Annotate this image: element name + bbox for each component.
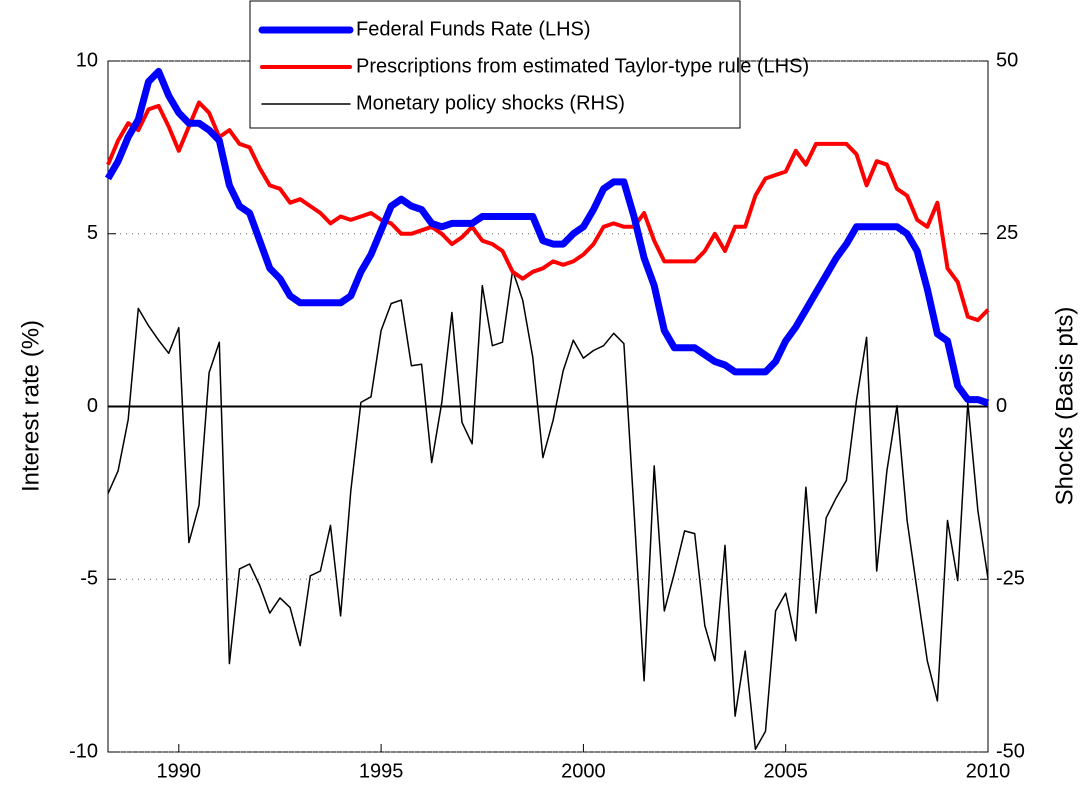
legend-label: Federal Funds Rate (LHS) [356,18,591,40]
legend-label: Monetary policy shocks (RHS) [356,92,625,114]
x-tick-label: 2005 [763,760,808,782]
legend-box [249,0,741,129]
x-tick-label: 2000 [561,760,606,782]
y2-axis-label: Shocks (Basis pts) [1051,307,1078,506]
y2-tick-label: 25 [996,222,1018,244]
y-tick-label: 10 [76,49,98,71]
grid [108,60,988,753]
y2-tick-label: -25 [996,568,1025,590]
y-tick-label: 0 [87,395,98,417]
y-tick-label: 5 [87,222,98,244]
y-axis-label: Interest rate (%) [17,320,44,492]
y-tick-label: -5 [80,568,98,590]
y2-tick-label: 0 [996,395,1007,417]
series-line [104,67,990,407]
x-tick-label: 2010 [966,760,1011,782]
y-tick-label: -10 [69,740,98,762]
legend-label: Prescriptions from estimated Taylor-type… [356,55,809,77]
x-tick-label: 1995 [359,760,404,782]
x-tick-label: 1990 [157,760,202,782]
series-line [106,100,990,323]
series-line [107,269,989,750]
y2-tick-label: -50 [996,740,1025,762]
y2-tick-label: 50 [996,49,1018,71]
legend: Federal Funds Rate (LHS) Prescriptions fr… [249,0,809,129]
